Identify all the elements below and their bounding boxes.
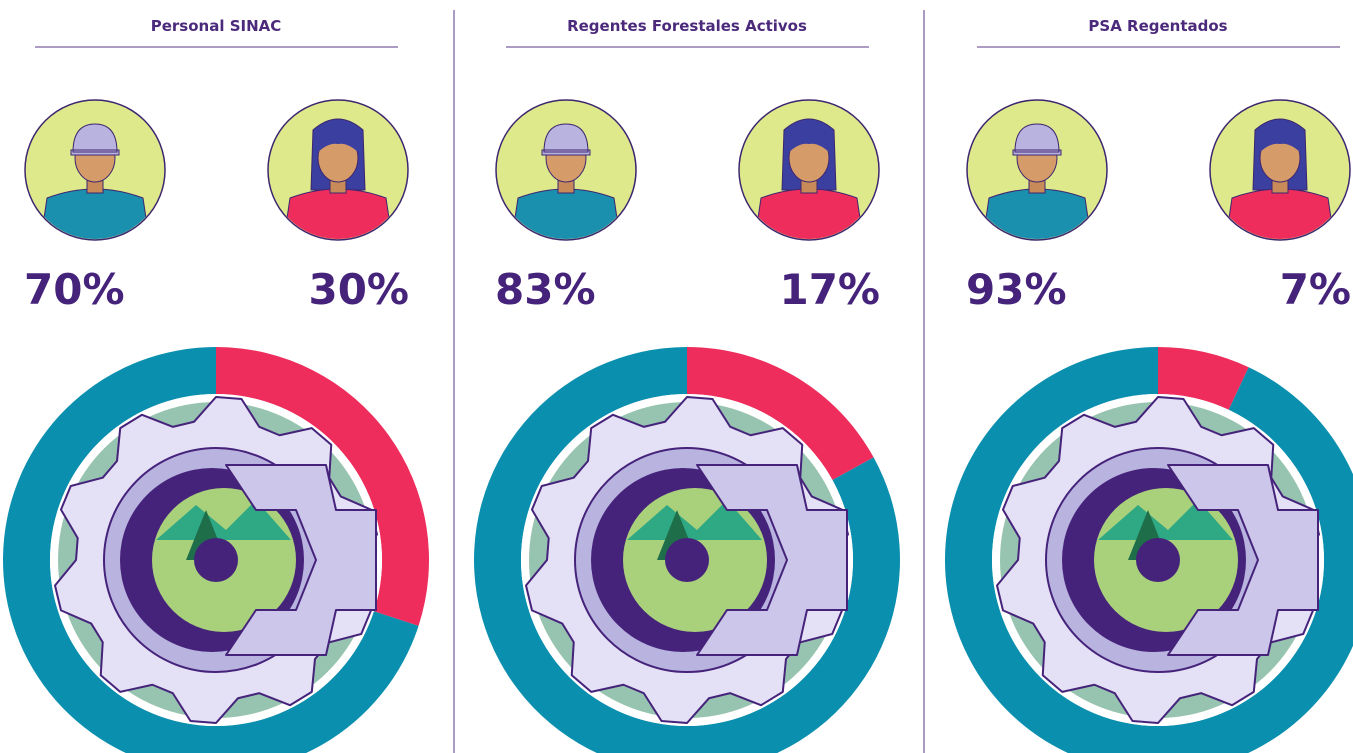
- wrench: [1167, 464, 1319, 656]
- hub: [1136, 538, 1180, 582]
- body: [39, 188, 151, 239]
- donut-segment: [687, 347, 874, 481]
- wrench: [696, 464, 848, 656]
- panel-title: Regentes Forestales Activos: [567, 17, 807, 35]
- percent-label: 70%: [24, 265, 125, 314]
- body: [1224, 188, 1336, 239]
- bangs: [787, 131, 831, 154]
- avatar: [753, 118, 865, 239]
- bangs: [316, 131, 360, 154]
- panel-title: Personal SINAC: [151, 17, 282, 35]
- avatar: [981, 123, 1093, 239]
- avatar: [282, 118, 394, 239]
- body: [510, 188, 622, 239]
- percent-label: 7%: [1280, 265, 1351, 314]
- panel: PSA Regentados 93% 7%: [945, 17, 1353, 753]
- hub: [194, 538, 238, 582]
- bangs: [1258, 131, 1302, 154]
- cap: [1012, 123, 1062, 156]
- donut-segment: [216, 347, 429, 626]
- wrench: [225, 464, 377, 656]
- avatar: [1224, 118, 1336, 239]
- cap: [70, 123, 120, 156]
- percent-label: 30%: [308, 265, 409, 314]
- avatar: [39, 123, 151, 239]
- panel: Regentes Forestales Activos 83% 17%: [474, 17, 900, 753]
- panel: Personal SINAC 70% 30%: [3, 17, 429, 753]
- body: [753, 188, 865, 239]
- percent-label: 83%: [495, 265, 596, 314]
- avatar: [510, 123, 622, 239]
- hub: [665, 538, 709, 582]
- donut-segment: [1158, 347, 1249, 410]
- panel-title: PSA Regentados: [1088, 17, 1227, 35]
- body: [282, 188, 394, 239]
- percent-label: 17%: [779, 265, 880, 314]
- body: [981, 188, 1093, 239]
- cap: [541, 123, 591, 156]
- percent-label: 93%: [966, 265, 1067, 314]
